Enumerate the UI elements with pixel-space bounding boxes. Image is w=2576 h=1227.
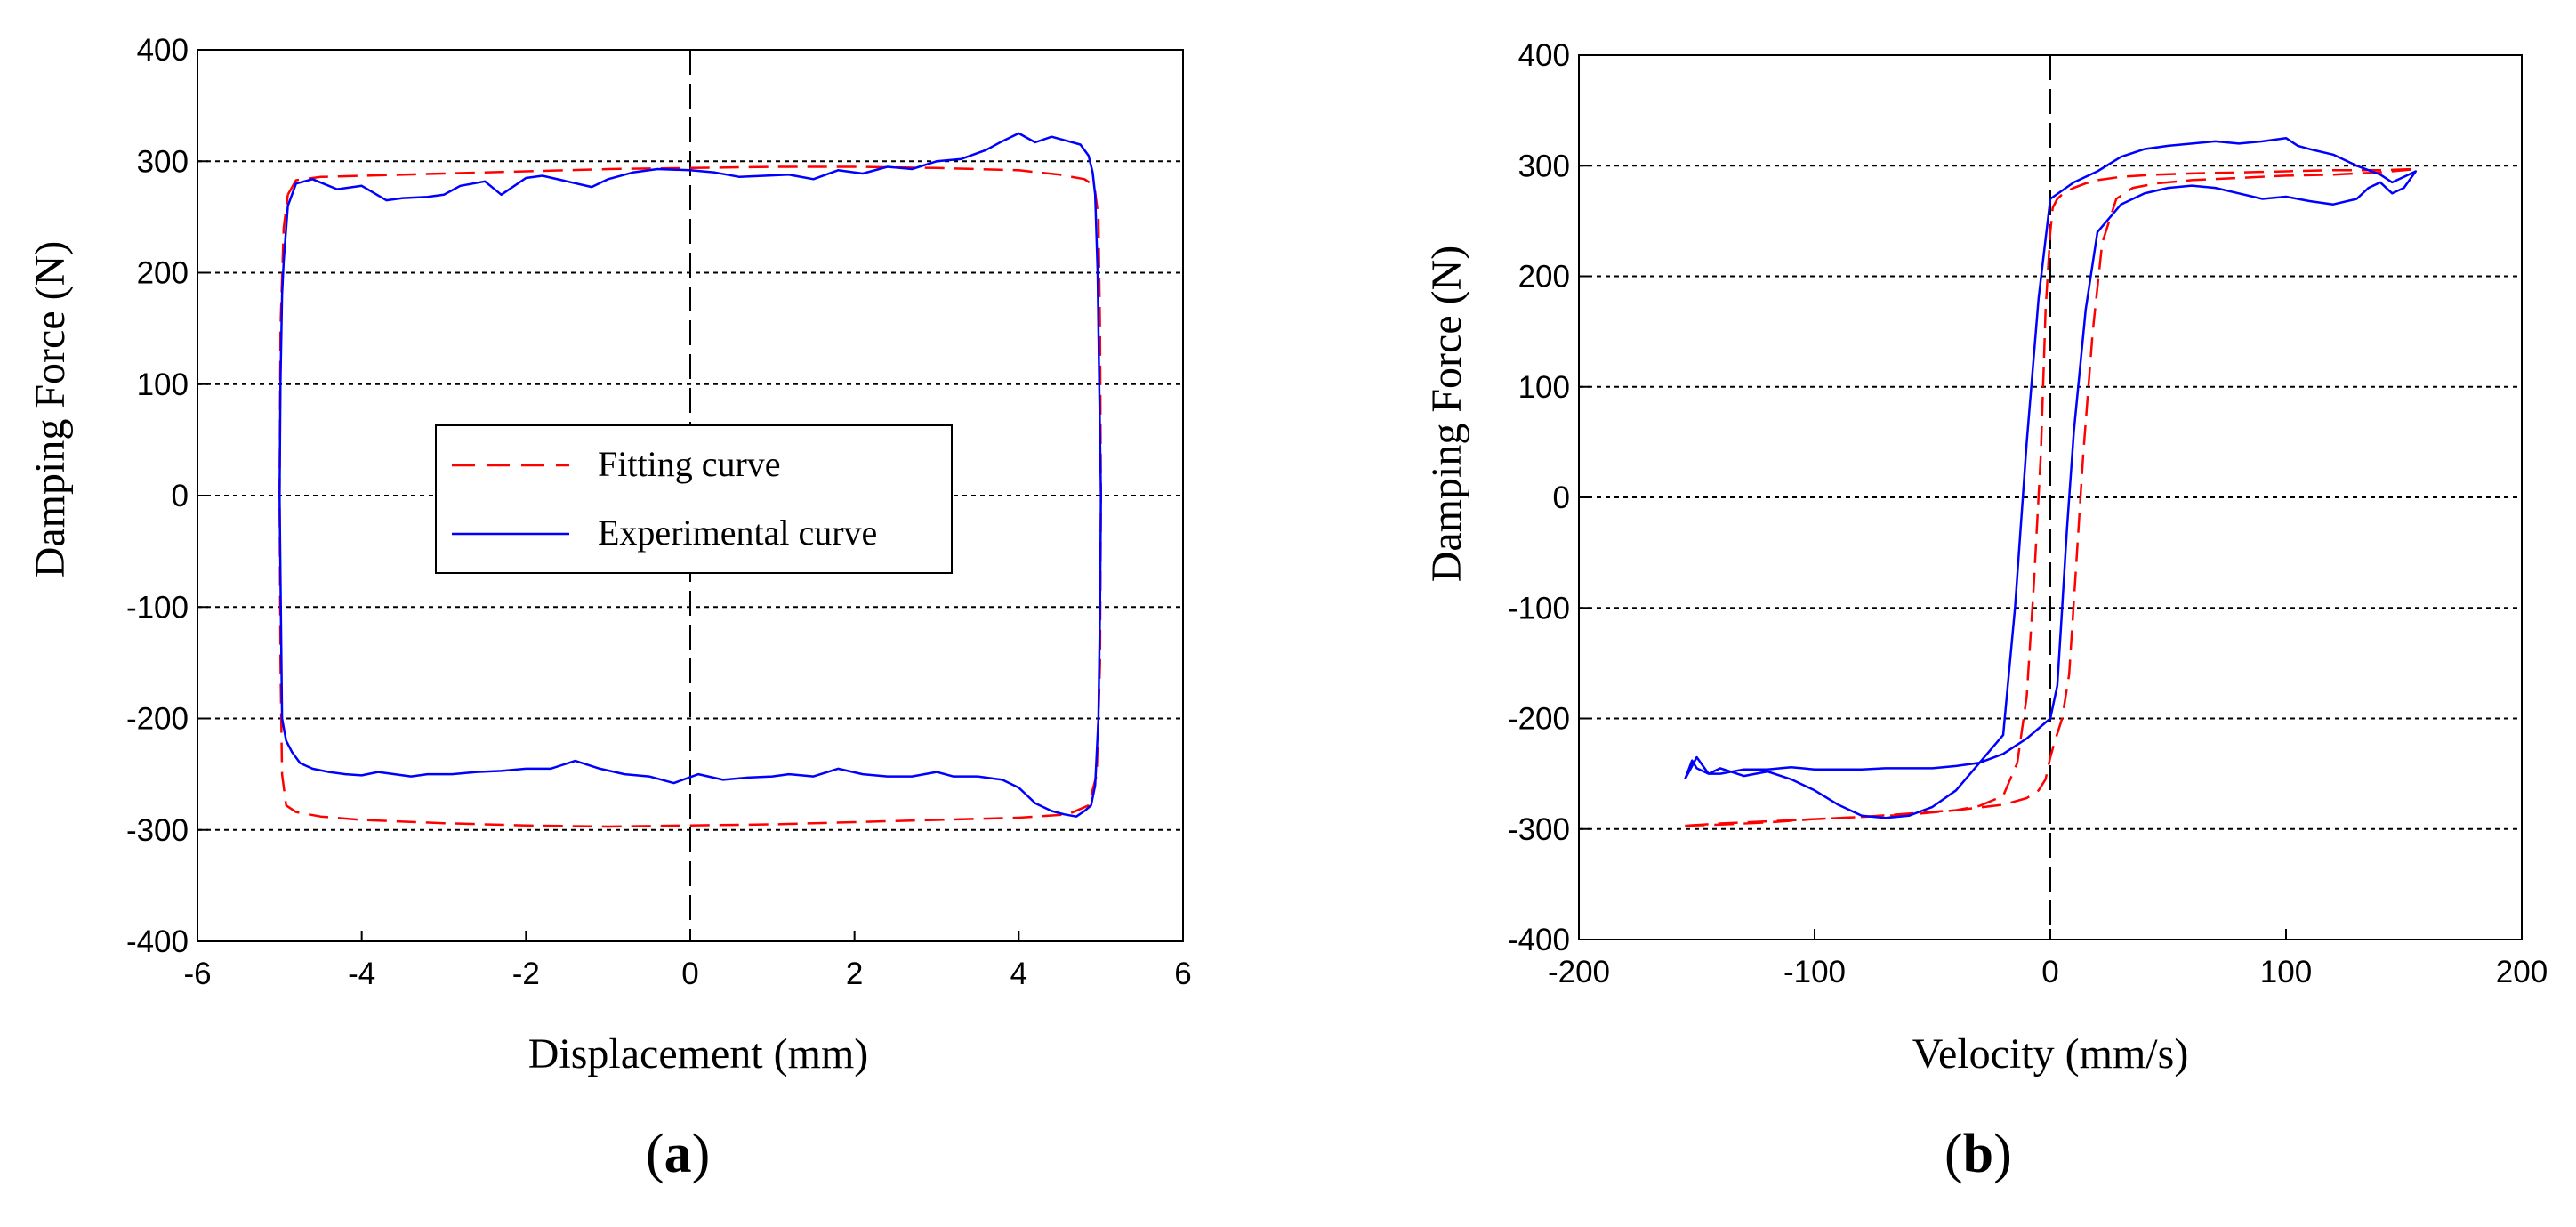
panel-label-a: (a)	[646, 1124, 710, 1184]
series-fitting-curve	[1685, 167, 2418, 827]
y-tick-label: 300	[1518, 149, 1570, 183]
series-fitting-curve	[278, 165, 1102, 828]
x-tick-label: 0	[2041, 955, 2058, 989]
x-ticks-a: -6 -4 -2 0 2 4 6	[183, 931, 1192, 991]
y-tick-label: -300	[1508, 812, 1570, 847]
x-ticks-b: -200 -100 0 100 200	[1548, 929, 2548, 989]
y-tick-label: 300	[137, 144, 189, 179]
y-tick-label: -200	[126, 702, 189, 737]
legend-box	[435, 424, 953, 574]
x-tick-label: -4	[348, 957, 375, 991]
legend-label-experimental: Experimental curve	[598, 513, 877, 553]
y-ticks-a: 400 300 200 100 0 -100 -200 -300 -400	[126, 33, 208, 959]
x-tick-label: 4	[1010, 957, 1027, 991]
series-experimental-curve	[278, 132, 1102, 818]
y-axis-label-b: Damping Force (N)	[1423, 246, 1470, 583]
y-tick-label: 400	[137, 33, 189, 68]
chart-b: -200 -100 0 100 200 400 300 200 100 0 -100 -200 -30…	[1423, 38, 2548, 1184]
y-tick-label: -300	[126, 813, 189, 848]
x-tick-label: 0	[681, 957, 698, 991]
x-tick-label: -2	[512, 957, 540, 991]
legend-a: Fitting curve Experimental curve	[435, 424, 953, 574]
x-tick-label: 100	[2260, 955, 2312, 989]
panel-label-b: (b)	[1944, 1124, 2012, 1184]
y-tick-label: 0	[172, 479, 189, 513]
panel-letter-a: a	[664, 1124, 692, 1184]
legend-label-fitting: Fitting curve	[598, 444, 781, 484]
x-tick-label: 2	[846, 957, 863, 991]
y-tick-label: -100	[1508, 591, 1570, 626]
y-tick-label: 100	[137, 367, 189, 402]
x-tick-label: 200	[2496, 955, 2548, 989]
x-tick-label: -6	[183, 957, 211, 991]
y-tick-label: 200	[137, 256, 189, 291]
panel-letter-b: b	[1963, 1124, 1993, 1184]
y-axis-label-a: Damping Force (N)	[27, 241, 74, 578]
x-tick-label: -100	[1783, 955, 1846, 989]
y-tick-label: 200	[1518, 260, 1570, 295]
series-experimental-curve	[1684, 136, 2418, 819]
y-tick-label: 400	[1518, 38, 1570, 73]
y-ticks-b: 400 300 200 100 0 -100 -200 -300 -400	[1508, 38, 1590, 957]
chart-a: -6 -4 -2 0 2 4 6 400 300 200 100 0 -100 -200 -300 -400…	[27, 33, 1192, 1184]
y-tick-label: -400	[126, 924, 189, 959]
y-tick-label: -100	[126, 590, 189, 625]
x-axis-label-a: Displacement (mm)	[528, 1030, 869, 1078]
series-layer-b	[1684, 136, 2418, 827]
y-tick-label: 100	[1518, 370, 1570, 405]
y-tick-label: -400	[1508, 923, 1570, 957]
series-layer-a	[278, 132, 1102, 828]
x-tick-label: 6	[1174, 957, 1191, 991]
y-tick-label: -200	[1508, 702, 1570, 737]
y-tick-label: 0	[1553, 480, 1570, 515]
x-axis-label-b: Velocity (mm/s)	[1912, 1030, 2189, 1078]
x-tick-label: -200	[1548, 955, 1610, 989]
